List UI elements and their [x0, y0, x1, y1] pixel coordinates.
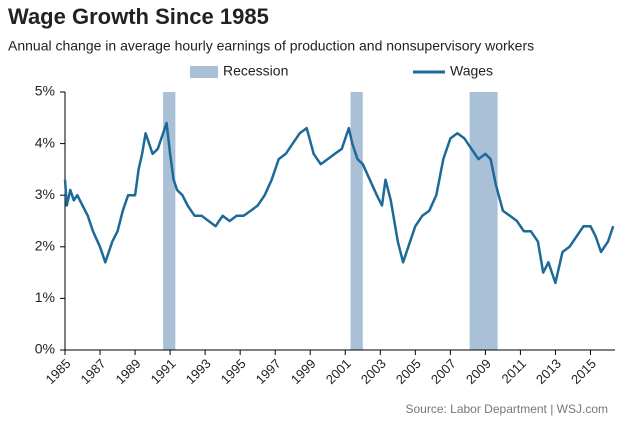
y-tick-label: 1% [35, 289, 55, 305]
chart-title: Wage Growth Since 1985 [8, 4, 269, 29]
y-tick-label: 0% [35, 341, 55, 357]
y-tick-label: 5% [35, 83, 55, 99]
x-tick-label: 1999 [288, 356, 319, 387]
x-tick-label: 2011 [499, 356, 529, 386]
recession-band [469, 92, 498, 350]
x-tick-label: 2001 [323, 356, 354, 387]
x-tick-label: 1987 [78, 356, 109, 387]
legend-label: Wages [450, 63, 493, 79]
x-tick-label: 2005 [393, 356, 424, 387]
x-tick-label: 1995 [218, 356, 249, 387]
x-tick-label: 1997 [253, 356, 284, 387]
y-tick-label: 2% [35, 238, 55, 254]
x-tick-label: 1993 [183, 356, 214, 387]
x-tick-label: 2009 [463, 356, 494, 387]
source: Source: Labor Department | WSJ.com [405, 402, 608, 416]
x-tick-label: 2007 [428, 356, 459, 387]
x-tick-label: 1991 [148, 356, 179, 387]
x-tick-label: 1985 [42, 356, 73, 387]
y-tick-label: 3% [35, 186, 55, 202]
wages-line [63, 121, 615, 285]
x-tick-label: 2013 [533, 356, 564, 387]
legend-label: Recession [223, 63, 288, 79]
x-tick-label: 2015 [568, 356, 599, 387]
y-tick-label: 4% [35, 134, 55, 150]
legend-swatch [190, 66, 218, 78]
recession-band [350, 92, 363, 350]
x-tick-label: 2003 [358, 356, 389, 387]
chart-subtitle: Annual change in average hourly earnings… [8, 38, 534, 54]
recession-band [163, 92, 176, 350]
x-tick-label: 1989 [113, 356, 144, 387]
